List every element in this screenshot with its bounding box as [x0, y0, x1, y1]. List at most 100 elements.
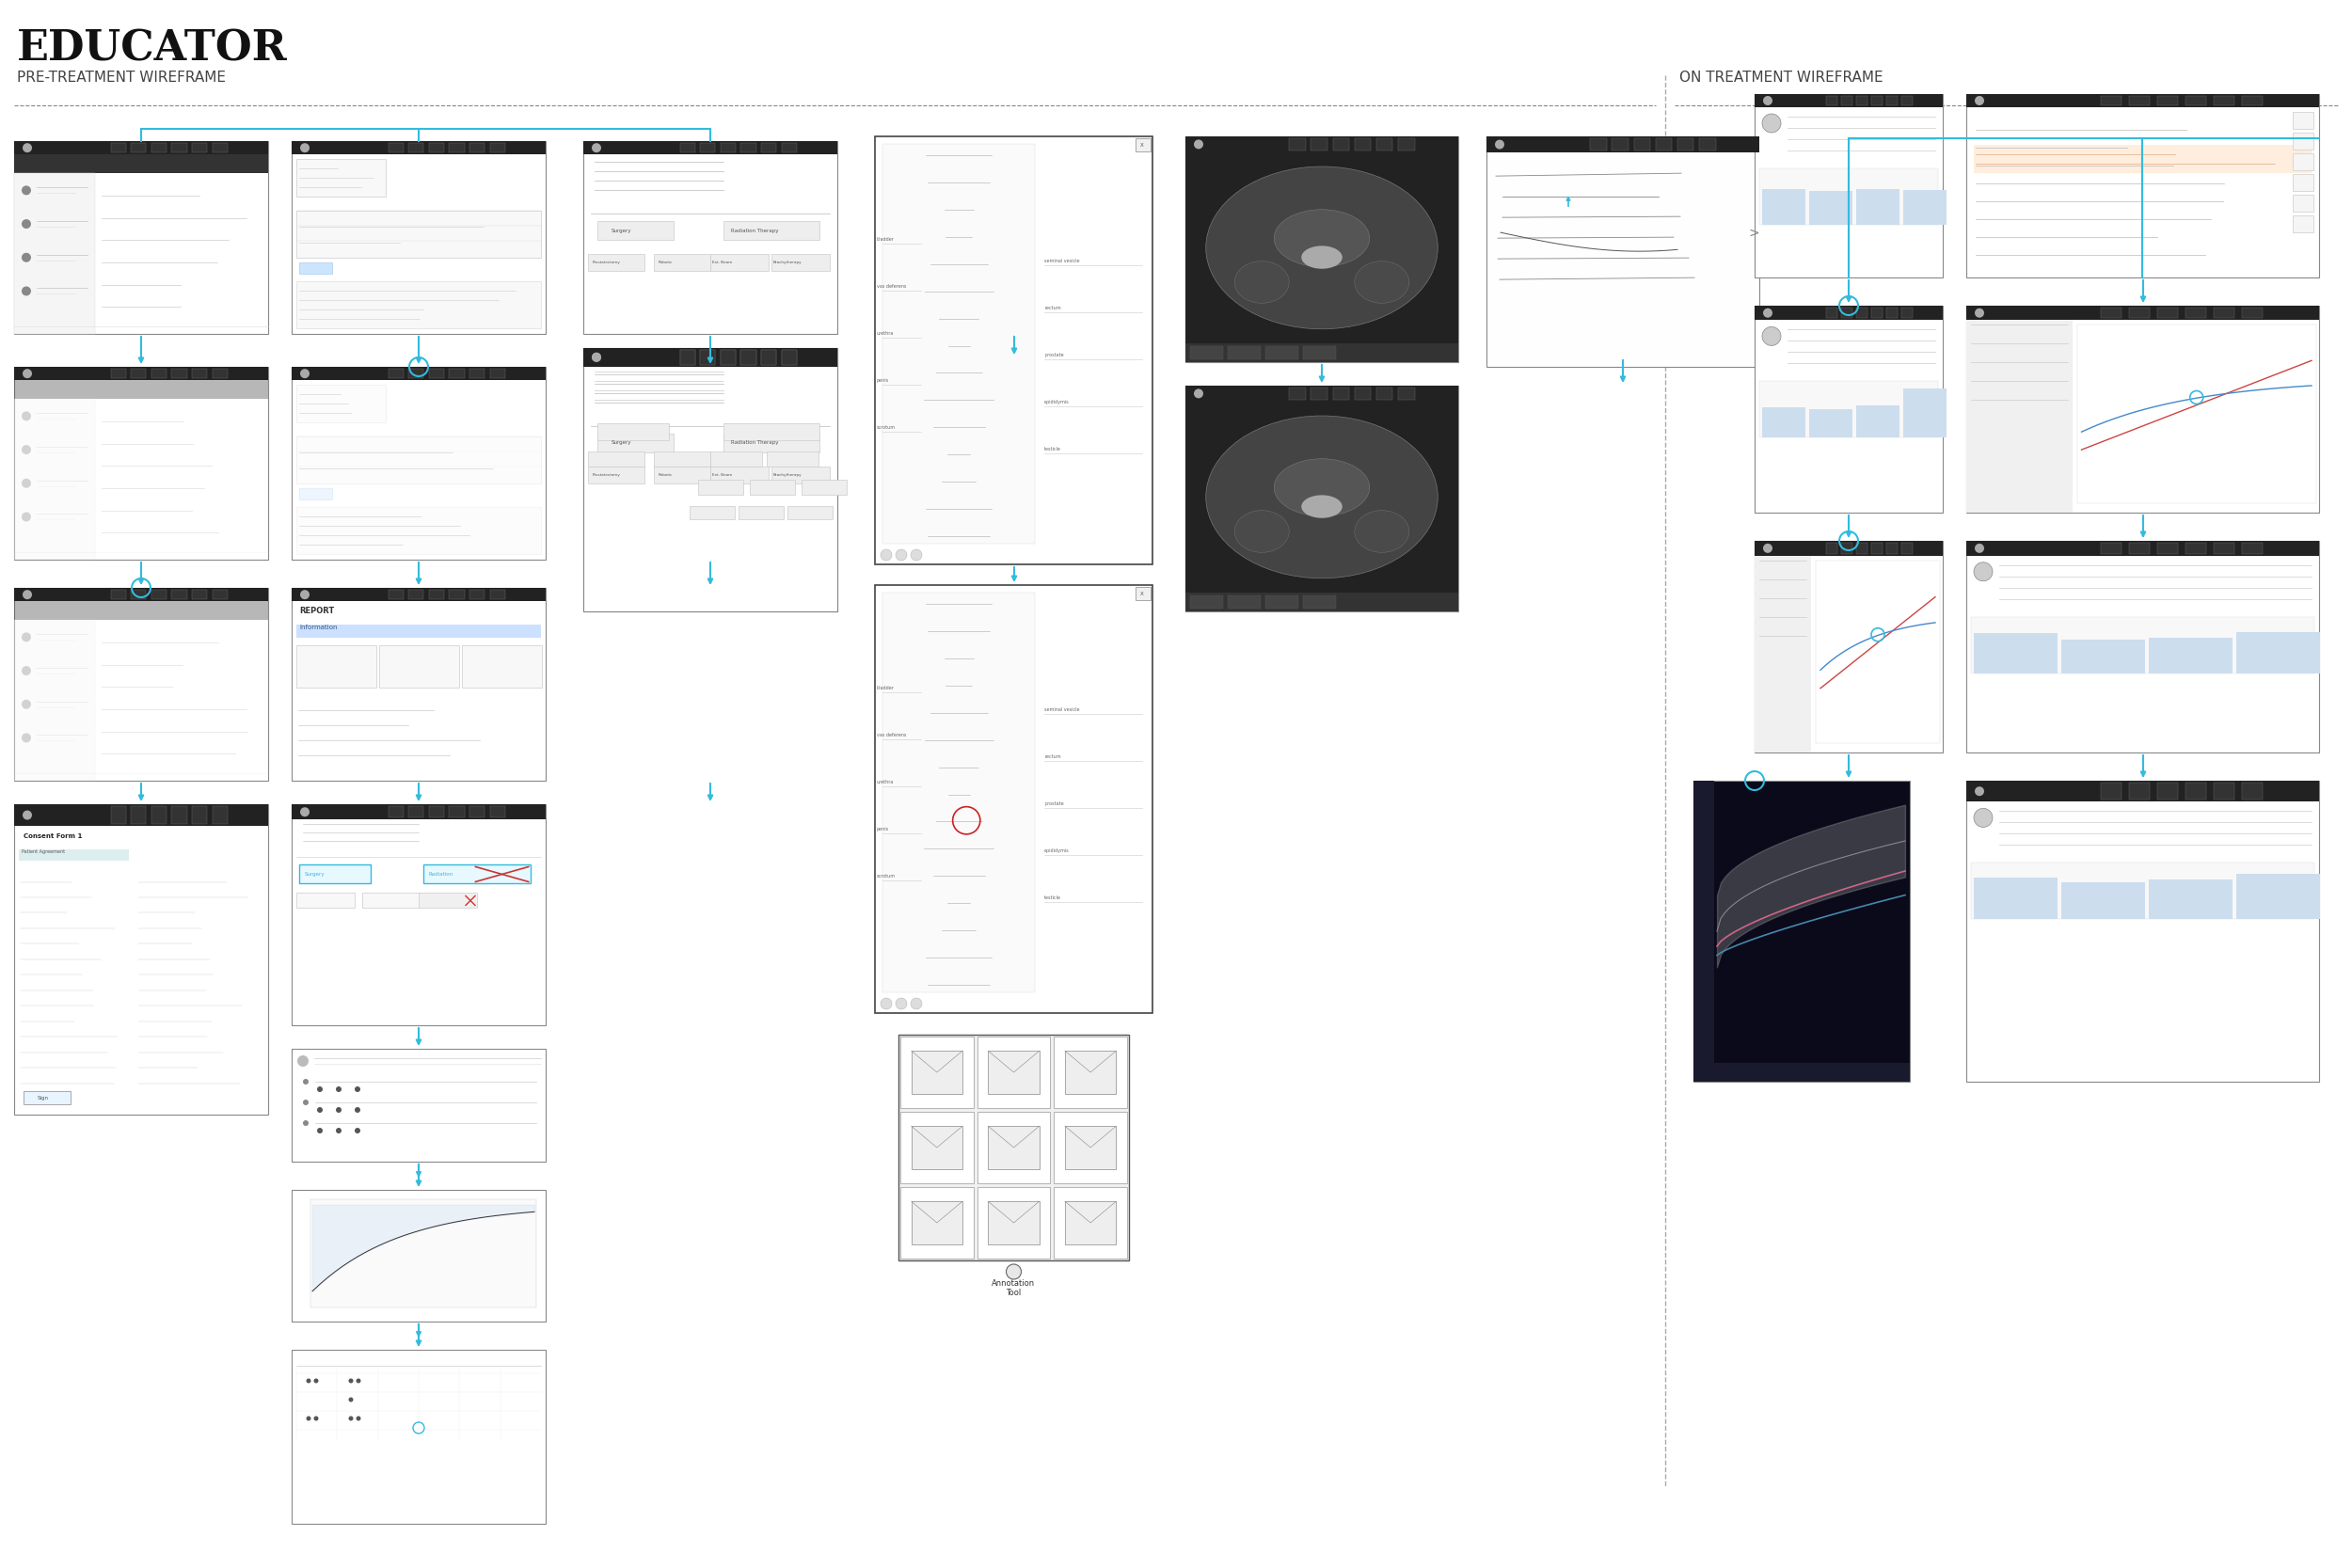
Bar: [1809, 409, 1853, 437]
Bar: [901, 1187, 974, 1259]
Bar: [901, 1036, 974, 1109]
Bar: [588, 466, 644, 483]
Circle shape: [21, 478, 31, 488]
Bar: [1900, 307, 1912, 318]
Circle shape: [24, 368, 33, 378]
Bar: [111, 143, 127, 152]
Bar: [1289, 138, 1305, 151]
Bar: [132, 143, 146, 152]
Bar: [2157, 782, 2178, 800]
Bar: [1065, 1051, 1117, 1094]
Bar: [1755, 94, 1943, 107]
Bar: [2129, 543, 2150, 554]
Bar: [1755, 555, 1811, 753]
Bar: [2293, 111, 2314, 129]
Bar: [299, 263, 332, 274]
Bar: [489, 143, 506, 152]
Bar: [111, 806, 127, 825]
Bar: [1755, 306, 1943, 320]
Bar: [988, 1051, 1040, 1094]
Bar: [901, 1112, 974, 1184]
Bar: [781, 350, 797, 365]
Bar: [292, 804, 546, 820]
Bar: [802, 480, 847, 494]
Circle shape: [21, 734, 31, 743]
Bar: [2293, 174, 2314, 191]
Bar: [1973, 878, 2058, 919]
Bar: [296, 508, 541, 555]
Bar: [2241, 96, 2263, 105]
Bar: [1265, 347, 1298, 359]
Bar: [296, 437, 541, 485]
Bar: [1762, 408, 1806, 437]
Bar: [597, 423, 668, 441]
Bar: [1310, 387, 1327, 400]
Circle shape: [910, 997, 922, 1010]
Bar: [2157, 543, 2178, 554]
Bar: [910, 1051, 962, 1094]
Bar: [710, 466, 769, 483]
Bar: [654, 254, 710, 271]
Text: Robotic: Robotic: [659, 472, 673, 477]
Bar: [1054, 1187, 1127, 1259]
Bar: [781, 350, 797, 365]
Bar: [680, 350, 696, 365]
Bar: [409, 368, 423, 378]
Bar: [193, 368, 207, 378]
Ellipse shape: [1301, 495, 1343, 517]
Ellipse shape: [1355, 511, 1409, 552]
Circle shape: [303, 1120, 308, 1126]
Bar: [292, 588, 546, 602]
Bar: [1816, 560, 1940, 743]
Text: Patient Agreement: Patient Agreement: [21, 850, 66, 855]
Bar: [292, 1350, 546, 1524]
Bar: [722, 433, 818, 452]
Bar: [1825, 96, 1837, 105]
Circle shape: [355, 1378, 360, 1383]
Bar: [1265, 596, 1298, 608]
Circle shape: [306, 1378, 310, 1383]
Bar: [1973, 144, 2312, 172]
Bar: [292, 1049, 546, 1162]
Bar: [2293, 194, 2314, 212]
Bar: [1872, 307, 1882, 318]
Bar: [1136, 586, 1150, 601]
Bar: [720, 143, 736, 152]
Bar: [449, 368, 463, 378]
Bar: [2129, 782, 2150, 800]
Bar: [767, 452, 818, 466]
Circle shape: [318, 1107, 322, 1113]
Circle shape: [1007, 1264, 1021, 1279]
Bar: [388, 590, 405, 599]
Bar: [1054, 1036, 1127, 1109]
Text: vas deferens: vas deferens: [877, 284, 906, 289]
Bar: [1590, 138, 1606, 151]
Circle shape: [355, 1127, 360, 1134]
Bar: [1966, 781, 2319, 801]
Bar: [151, 806, 167, 825]
Bar: [388, 143, 405, 152]
Text: Annotation
Tool: Annotation Tool: [993, 1279, 1035, 1297]
Circle shape: [21, 666, 31, 676]
Circle shape: [1976, 544, 1985, 554]
Bar: [2060, 883, 2145, 919]
Bar: [14, 174, 96, 334]
Bar: [2129, 307, 2150, 318]
Bar: [597, 433, 673, 452]
Bar: [489, 368, 506, 378]
Bar: [299, 489, 332, 500]
Circle shape: [1195, 389, 1204, 398]
Bar: [132, 806, 146, 825]
Bar: [976, 1187, 1051, 1259]
Text: rectum: rectum: [1044, 306, 1061, 310]
Text: bladder: bladder: [877, 237, 894, 241]
Bar: [680, 350, 696, 365]
Bar: [654, 452, 710, 466]
Text: seminal vesicle: seminal vesicle: [1044, 259, 1080, 263]
Text: rectum: rectum: [1044, 754, 1061, 759]
Circle shape: [1976, 309, 1985, 318]
Bar: [470, 143, 485, 152]
Bar: [1397, 138, 1414, 151]
Bar: [1971, 862, 2314, 919]
Bar: [2100, 307, 2122, 318]
